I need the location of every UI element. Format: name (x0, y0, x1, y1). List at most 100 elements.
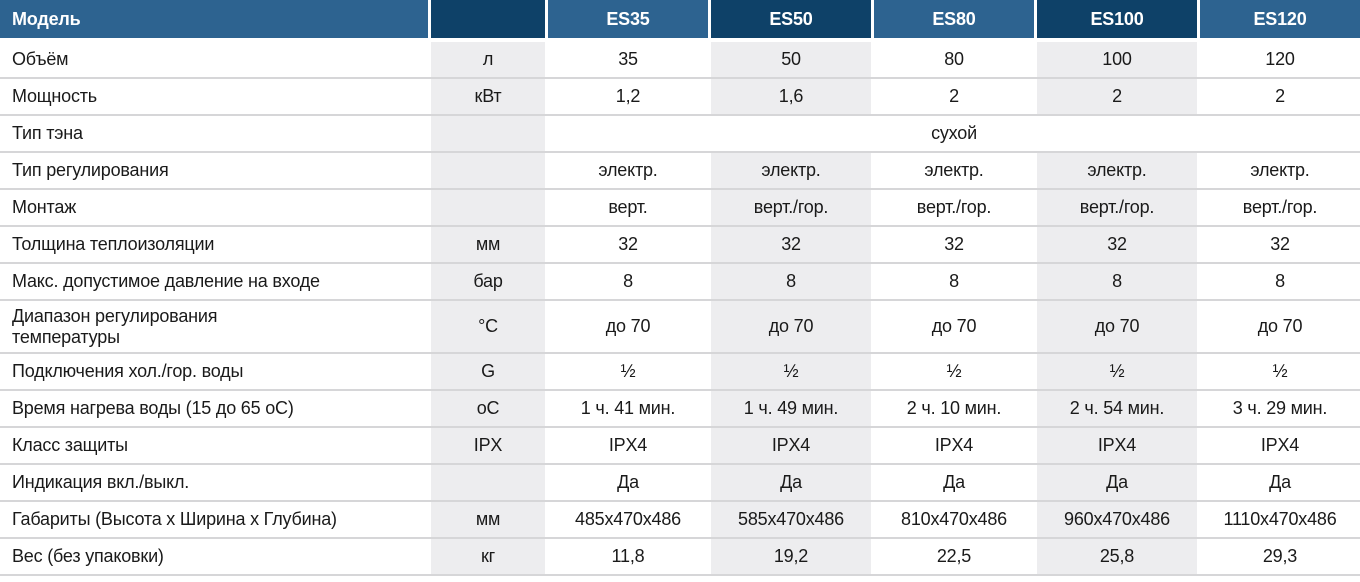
row-unit (431, 465, 545, 500)
cell-es80: ½ (946, 361, 962, 382)
cell-es35: ½ (620, 361, 636, 382)
cell-es35: электр. (598, 160, 658, 181)
cell-es80: 2 (949, 86, 959, 107)
cell-es120: верт./гор. (1242, 197, 1318, 218)
table-header-row: Модель ES35 ES50 ES80 ES100 ES120 (0, 0, 1360, 38)
cell-es80: 32 (944, 234, 964, 255)
table-row: Мощность кВт 1,2 1,6 2 2 2 (0, 79, 1360, 116)
cell-es80: до 70 (931, 316, 977, 337)
cell-es80: 80 (944, 49, 964, 70)
row-label: Монтаж (12, 197, 77, 218)
table-row: Подключения хол./гор. воды G ½ ½ ½ ½ ½ (0, 354, 1360, 391)
cell-es50: 50 (711, 42, 871, 77)
row-unit: мм (431, 502, 545, 537)
cell-es100: ½ (1037, 354, 1197, 389)
row-label: Габариты (Высота х Ширина х Глубина) (12, 509, 337, 530)
row-unit: л (431, 42, 545, 77)
header-unit-cell (431, 0, 545, 38)
cell-es35: Да (617, 472, 639, 493)
header-es80: ES80 (874, 0, 1034, 38)
cell-es50: верт./гор. (711, 190, 871, 225)
table-row: Макс. допустимое давление на входе бар 8 8 8… (0, 264, 1360, 301)
cell-es35: до 70 (605, 316, 651, 337)
cell-es50: 1,6 (711, 79, 871, 114)
cell-es120: Да (1269, 472, 1291, 493)
table-row: Класс защиты IPX IPX4 IPX4 IPX4 IPX4 IPX4 (0, 428, 1360, 465)
row-unit (431, 190, 545, 225)
cell-es35: IPX4 (608, 435, 648, 456)
cell-es35: 1 ч. 41 мин. (580, 398, 676, 419)
row-label: Вес (без упаковки) (12, 546, 164, 567)
cell-es120: 3 ч. 29 мин. (1232, 398, 1328, 419)
table-row: Толщина теплоизоляции мм 32 32 32 32 32 (0, 227, 1360, 264)
cell-es100: 8 (1037, 264, 1197, 299)
cell-es50: электр. (711, 153, 871, 188)
row-label: Толщина теплоизоляции (12, 234, 215, 255)
cell-es120: электр. (1250, 160, 1310, 181)
row-merged-value: сухой (931, 123, 977, 144)
cell-es50: IPX4 (711, 428, 871, 463)
row-label: Индикация вкл./выкл. (12, 472, 190, 493)
cell-es100: 100 (1037, 42, 1197, 77)
header-model-label: Модель (0, 0, 428, 38)
header-es100: ES100 (1037, 0, 1197, 38)
cell-es120: 8 (1275, 271, 1285, 292)
row-label: Объём (12, 49, 69, 70)
cell-es50: 1 ч. 49 мин. (711, 391, 871, 426)
cell-es80: электр. (924, 160, 984, 181)
header-es120: ES120 (1200, 0, 1360, 38)
table-row: Время нагрева воды (15 до 65 оС) оС 1 ч. 4… (0, 391, 1360, 428)
table-row: Индикация вкл./выкл. Да Да Да Да Да (0, 465, 1360, 502)
cell-es80: 2 ч. 10 мин. (906, 398, 1002, 419)
cell-es80: 22,5 (936, 546, 972, 567)
cell-es100: 32 (1037, 227, 1197, 262)
cell-es100: электр. (1037, 153, 1197, 188)
table-row: Диапазон регулирования температуры °C до 7… (0, 301, 1360, 354)
cell-es35: верт. (608, 197, 648, 218)
cell-es50: 8 (711, 264, 871, 299)
cell-es120: 1110х470х486 (1223, 509, 1337, 530)
row-unit: °C (431, 301, 545, 352)
row-label: Макс. допустимое давление на входе (12, 271, 320, 292)
cell-es120: ½ (1272, 361, 1288, 382)
cell-es120: 29,3 (1262, 546, 1298, 567)
table-row: Габариты (Высота х Ширина х Глубина) мм 48… (0, 502, 1360, 539)
cell-es50: 32 (711, 227, 871, 262)
row-unit: G (431, 354, 545, 389)
table-body: Объём л 35 50 80 100 120 Мощность кВт 1,2 1,6 2 2 2 Ти… (0, 42, 1360, 576)
row-label: Время нагрева воды (15 до 65 оС) (12, 398, 294, 419)
row-unit (431, 116, 545, 151)
table-row: Монтаж верт. верт./гор. верт./гор. верт./гор… (0, 190, 1360, 227)
cell-es100: 25,8 (1037, 539, 1197, 574)
cell-es35: 485х470х486 (575, 509, 681, 530)
cell-es80: 8 (949, 271, 959, 292)
cell-es100: 2 ч. 54 мин. (1037, 391, 1197, 426)
cell-es120: 32 (1270, 234, 1290, 255)
cell-es120: 120 (1265, 49, 1295, 70)
cell-es100: Да (1037, 465, 1197, 500)
cell-es100: IPX4 (1037, 428, 1197, 463)
cell-es100: до 70 (1037, 301, 1197, 352)
row-unit: оС (431, 391, 545, 426)
cell-es35: 8 (623, 271, 633, 292)
row-unit (431, 153, 545, 188)
cell-es50: до 70 (711, 301, 871, 352)
row-unit: IPX (431, 428, 545, 463)
cell-es50: ½ (711, 354, 871, 389)
cell-es35: 1,2 (615, 86, 641, 107)
table-row: Тип регулирования электр. электр. электр. эл… (0, 153, 1360, 190)
row-label: Подключения хол./гор. воды (12, 361, 244, 382)
row-unit: кг (431, 539, 545, 574)
cell-es50: Да (711, 465, 871, 500)
row-label: Диапазон регулирования температуры (12, 305, 218, 347)
cell-es120: до 70 (1257, 316, 1303, 337)
cell-es120: IPX4 (1260, 435, 1300, 456)
row-unit: бар (431, 264, 545, 299)
cell-es35: 35 (618, 49, 638, 70)
cell-es120: 2 (1275, 86, 1285, 107)
cell-es100: 960х470х486 (1037, 502, 1197, 537)
cell-es80: IPX4 (934, 435, 974, 456)
header-es35: ES35 (548, 0, 708, 38)
row-label: Тип тэна (12, 123, 83, 144)
